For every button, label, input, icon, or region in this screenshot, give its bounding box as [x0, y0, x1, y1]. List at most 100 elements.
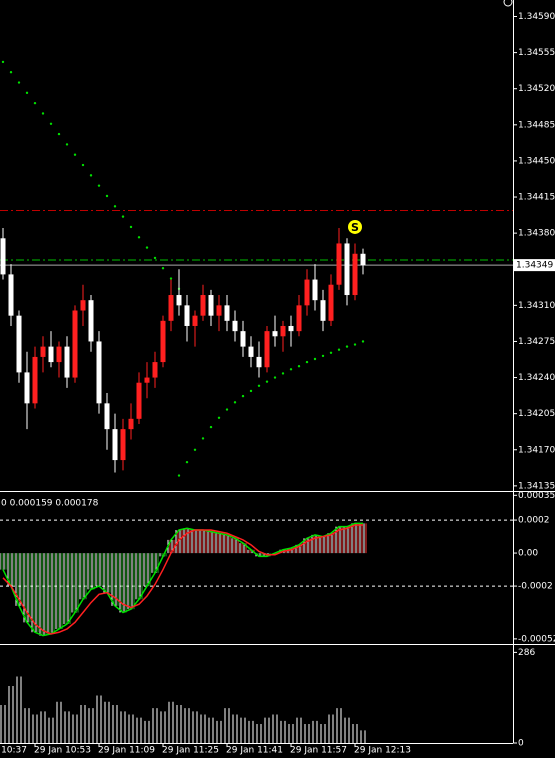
y-tick-label: -0.00052 — [518, 634, 555, 644]
y-tick-label: 1.34485 — [518, 120, 555, 130]
candle-body — [96, 341, 102, 404]
ma-dot — [353, 343, 357, 346]
candle-body — [208, 295, 214, 316]
candle-body — [328, 284, 334, 321]
macd-line — [2, 522, 363, 637]
x-tick-label: 10:37 — [1, 746, 27, 756]
candle-body — [88, 300, 94, 342]
x-tick-label: 29 Jan 10:53 — [34, 746, 91, 756]
ma-dot — [81, 163, 85, 167]
candle-body — [224, 305, 230, 321]
ma-dot — [305, 360, 309, 364]
candle-body — [8, 274, 14, 316]
ma-dot — [185, 460, 189, 464]
y-tick-label: 1.34170 — [518, 445, 555, 455]
candle-body — [176, 295, 182, 306]
candle-body — [336, 243, 342, 285]
ma-dot — [177, 474, 181, 477]
candle-body — [48, 346, 54, 363]
ma-dot — [289, 368, 293, 371]
ma-dot — [345, 345, 349, 348]
candle-body — [56, 346, 62, 363]
x-tick-label: 29 Jan 11:25 — [162, 746, 219, 756]
ma-dot — [9, 71, 13, 74]
y-tick-label: 1.34275 — [518, 337, 555, 347]
signal-label: S — [351, 221, 359, 234]
ma-dot — [49, 122, 53, 125]
candle-body — [32, 356, 38, 404]
macd-label: 0 0.000159 0.000178 — [1, 499, 99, 509]
x-tick-label: 29 Jan 12:13 — [354, 746, 411, 756]
y-tick-label: -0.0002 — [518, 582, 553, 592]
candle-body — [288, 325, 294, 332]
candle-body — [344, 243, 350, 296]
candle-body — [192, 315, 198, 326]
candle-body — [304, 279, 310, 306]
y-tick-label: 0.00 — [518, 549, 538, 559]
candle-body — [0, 238, 6, 275]
y-tick-label: 1.34520 — [518, 84, 555, 94]
ma-dot — [41, 112, 45, 115]
candle-body — [40, 346, 46, 357]
corner-icon — [503, 0, 513, 7]
ma-dot — [225, 408, 229, 411]
ma-dot — [329, 351, 333, 354]
ma-dot — [249, 389, 253, 393]
ma-dot — [57, 132, 61, 136]
y-tick-label: 0 — [518, 739, 524, 749]
ma-dot — [193, 448, 197, 451]
candle-body — [64, 346, 70, 378]
ma-dot — [337, 348, 341, 351]
ma-dot — [161, 267, 165, 270]
ma-dot — [153, 256, 157, 260]
ma-dot — [273, 376, 277, 379]
ma-dot — [265, 380, 269, 383]
candle-body — [136, 382, 142, 419]
ma-dot — [209, 425, 213, 429]
y-tick-label: 0.0002 — [518, 516, 550, 526]
x-tick-label: 29 Jan 11:57 — [290, 746, 347, 756]
candle-body — [144, 377, 150, 383]
y-tick-label: 1.34205 — [518, 409, 555, 419]
ma-dot — [281, 372, 285, 375]
candle-body — [120, 429, 126, 461]
ma-dot — [97, 184, 101, 187]
y-tick-label: 1.34135 — [518, 481, 555, 491]
ma-dot — [89, 174, 93, 177]
candle-body — [128, 418, 134, 430]
y-tick-label: 1.34380 — [518, 229, 555, 239]
x-tick-label: 29 Jan 11:09 — [98, 746, 155, 756]
candle-body — [352, 253, 358, 296]
candle-body — [320, 300, 326, 321]
ma-dot — [201, 437, 205, 440]
candle-body — [256, 356, 262, 368]
candle-body — [216, 305, 222, 316]
candle-body — [80, 300, 86, 311]
ma-dot — [129, 225, 133, 229]
last-price-label: 1.34349 — [516, 261, 553, 271]
ma-dot — [145, 246, 149, 249]
ma-dot — [65, 143, 69, 146]
y-tick-label: 1.34240 — [518, 373, 555, 383]
candle-body — [272, 331, 278, 337]
ma-dot — [241, 394, 245, 398]
ma-dot — [17, 81, 21, 84]
ma-dot — [121, 215, 125, 218]
ma-dot — [1, 60, 5, 64]
candle-body — [104, 403, 110, 430]
candle-body — [232, 320, 238, 332]
y-tick-label: 1.34415 — [518, 193, 555, 203]
ma-dot — [313, 357, 317, 361]
candle-body — [248, 346, 254, 357]
y-tick-label: 1.34450 — [518, 156, 555, 166]
ma-dot — [25, 91, 29, 95]
candle-body — [200, 295, 206, 316]
candle-body — [16, 315, 22, 373]
ma-dot — [113, 205, 117, 208]
last-price-box — [514, 259, 555, 272]
ma-dot — [321, 354, 325, 358]
y-tick-label: 1.34590 — [518, 12, 555, 22]
candle-body — [240, 331, 246, 347]
